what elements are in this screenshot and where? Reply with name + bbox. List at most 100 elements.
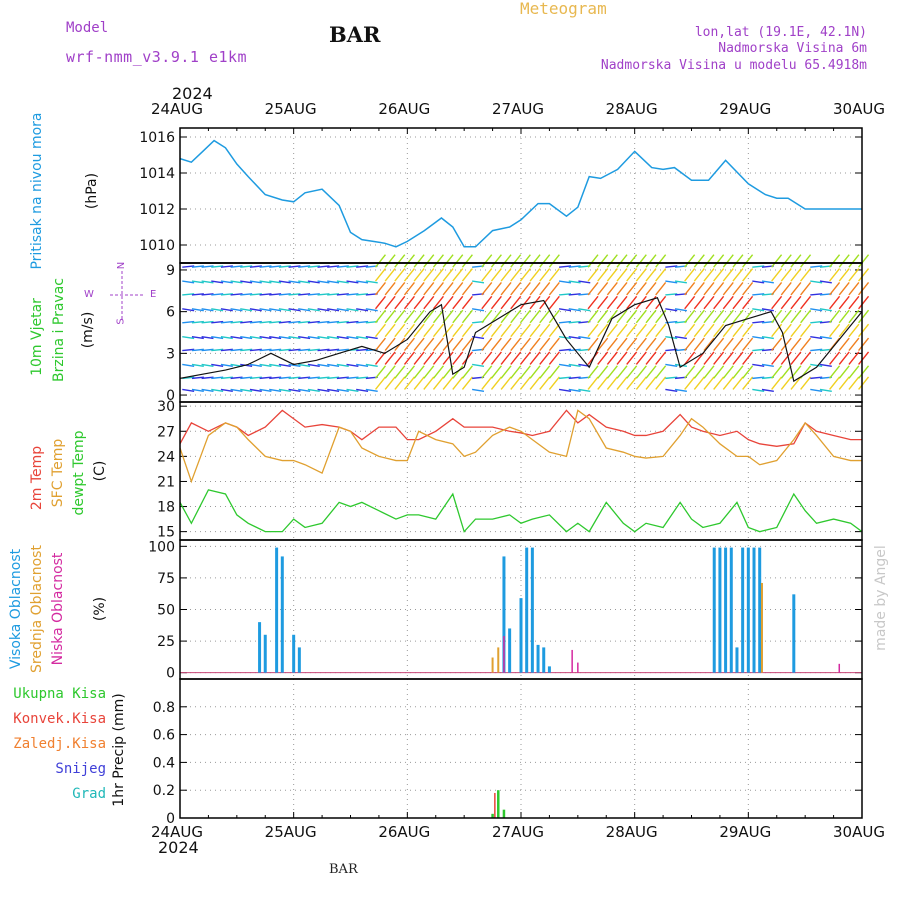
wind-barb xyxy=(742,337,754,352)
wind-barb xyxy=(403,254,415,268)
wind-barb xyxy=(800,376,812,390)
wind-barb xyxy=(665,280,678,284)
wind-barb xyxy=(693,309,705,324)
wind-barb xyxy=(810,280,823,284)
wind-barb xyxy=(819,335,832,340)
wind-barb xyxy=(452,365,464,379)
pressure-label: Pritisak na nivou mora xyxy=(29,112,45,270)
wind-barb xyxy=(606,268,618,282)
wind-barb xyxy=(346,388,359,392)
wind-barb xyxy=(307,363,320,367)
wind-barb xyxy=(500,365,512,379)
wind-barb xyxy=(413,254,425,268)
total-precip-bar xyxy=(502,809,506,818)
wind-barb xyxy=(568,265,581,268)
wind-barb xyxy=(423,309,435,324)
wind-barb xyxy=(606,351,618,365)
wind-barb xyxy=(365,280,378,284)
wind-barb xyxy=(703,337,715,352)
wind-barb xyxy=(559,293,572,296)
wind-barb xyxy=(838,365,850,379)
wind-barb xyxy=(742,254,754,268)
wind-barb xyxy=(384,254,396,268)
wind-barb xyxy=(481,376,493,390)
wind-barb xyxy=(249,363,262,367)
wind-barb xyxy=(752,376,765,380)
wind-barb xyxy=(259,388,272,392)
wind-barb xyxy=(519,365,531,379)
wind-barb xyxy=(490,365,502,379)
wind-barb xyxy=(403,282,415,296)
wind-barb xyxy=(559,320,572,324)
wind-barb xyxy=(848,365,860,379)
wind-barb xyxy=(500,282,512,296)
y-tick-label: 3 xyxy=(166,346,175,362)
wind-barb xyxy=(606,295,618,310)
wind-barb xyxy=(558,388,572,392)
wind-barb xyxy=(394,282,406,296)
wind-barb xyxy=(374,254,387,268)
wind-barb xyxy=(356,320,369,324)
wind-barb xyxy=(278,335,291,340)
mid-cloud-bar xyxy=(497,647,500,673)
wind-barb xyxy=(288,335,301,340)
wind-barb xyxy=(269,308,282,312)
wind-barb xyxy=(742,351,754,365)
wind-barb xyxy=(278,388,291,392)
wind-barb xyxy=(568,363,581,367)
wind-barb xyxy=(742,365,754,379)
low-cloud-bar xyxy=(503,636,505,673)
wind-barb xyxy=(182,280,195,284)
wind-barb xyxy=(703,351,715,365)
wind-barb xyxy=(182,293,195,296)
wind-barb xyxy=(587,323,599,338)
wind-barb xyxy=(365,308,378,312)
wind-barb xyxy=(568,308,581,312)
wind-barb xyxy=(249,376,262,380)
wind-barb xyxy=(587,295,599,310)
wind-barb xyxy=(452,337,464,352)
wind-barb xyxy=(327,363,340,367)
wind-barb xyxy=(722,323,734,338)
wind-barb xyxy=(684,268,696,282)
wind-barb xyxy=(288,320,301,324)
wind-barb xyxy=(346,293,359,296)
wind-barb xyxy=(800,351,812,365)
high-cloud-bar xyxy=(525,547,529,673)
wind-barb xyxy=(539,365,551,379)
wind-barb xyxy=(838,254,850,268)
y-tick-label: 1016 xyxy=(139,130,175,146)
y-tick-label: 0.2 xyxy=(153,783,175,799)
wind-barb xyxy=(288,280,301,284)
wind-barb xyxy=(442,254,454,268)
cloud-label-mid: Srednja Oblacnost xyxy=(29,545,45,673)
wind-barb xyxy=(693,365,705,379)
wind-barb xyxy=(374,376,387,390)
convective-precip-bar xyxy=(494,792,496,818)
wind-barb xyxy=(838,295,850,310)
wind-barb xyxy=(606,309,618,324)
wind-barb xyxy=(259,265,272,268)
wind-barb xyxy=(703,268,715,282)
wind-barb xyxy=(269,376,282,380)
wind-barb xyxy=(230,335,243,340)
wind-barb xyxy=(191,335,204,340)
high-cloud-bar xyxy=(292,634,296,673)
wind-barb xyxy=(548,282,560,296)
y-tick-label: 6 xyxy=(166,305,175,321)
wind-barb xyxy=(722,268,734,282)
wind-barb xyxy=(249,335,262,340)
wind-barb xyxy=(548,309,560,324)
wind-barb xyxy=(539,351,551,365)
wind-barb xyxy=(346,265,359,268)
wind-barb xyxy=(510,309,522,324)
wind-barb xyxy=(510,365,522,379)
wind-barb xyxy=(481,282,493,296)
wind-barb xyxy=(829,309,841,324)
wind-barb xyxy=(452,376,464,390)
temp-unit: (C) xyxy=(92,460,108,482)
wind-barb xyxy=(597,337,609,352)
wind-barb xyxy=(374,337,387,352)
wind-barb xyxy=(597,268,609,282)
low-cloud-bar xyxy=(577,662,579,673)
